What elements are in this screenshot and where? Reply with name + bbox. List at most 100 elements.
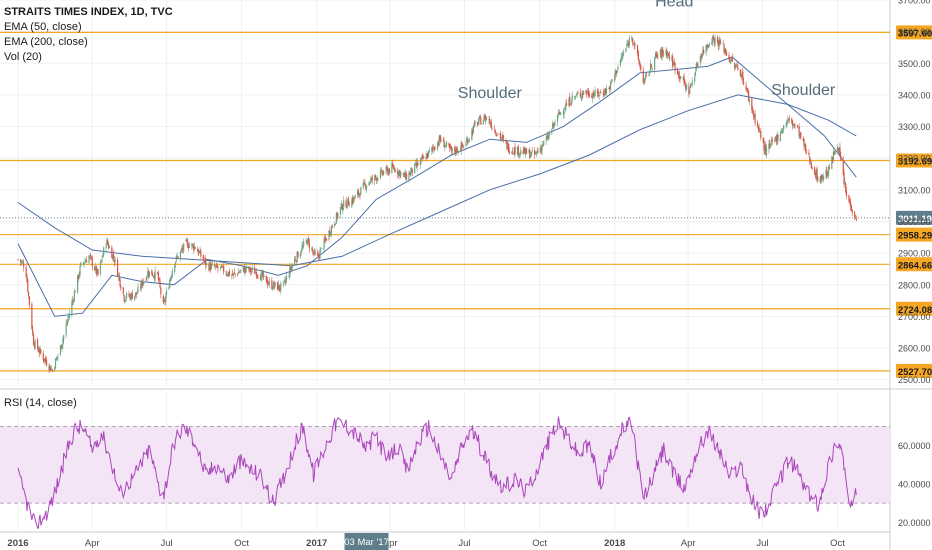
candle-body (842, 159, 844, 175)
candle-body (221, 266, 223, 268)
candle-body (180, 249, 182, 251)
price-tick-label: 2800.00 (898, 280, 931, 290)
candle-body (311, 248, 313, 251)
candle-body (272, 282, 275, 289)
candle-body (186, 240, 188, 242)
candle-body (621, 56, 623, 58)
candle-body (855, 218, 857, 221)
candle-body (712, 36, 715, 39)
candle-body (854, 212, 856, 218)
candle-body (434, 148, 436, 150)
candle-body (238, 272, 240, 273)
candle-body (377, 178, 379, 180)
candle-body (764, 145, 766, 152)
candle-body (497, 133, 499, 135)
candle-body (769, 143, 772, 147)
candle-body (811, 167, 813, 169)
candle-body (428, 150, 430, 152)
candle-body (814, 167, 816, 175)
candle-body (32, 334, 35, 345)
candle-body (112, 254, 115, 259)
candle-body (552, 123, 555, 127)
candle-body (787, 118, 790, 121)
candle-body (54, 367, 56, 371)
candle-body (525, 148, 528, 154)
candle-body (800, 132, 802, 138)
candle-body (154, 270, 156, 279)
candle-body (108, 247, 111, 249)
candle-body (205, 262, 208, 264)
candle-body (534, 152, 537, 154)
ema50-path (17, 56, 857, 317)
time-tick-label: Oct (830, 538, 845, 549)
candle-body (821, 174, 823, 179)
candle-body (306, 241, 308, 245)
candle-body (318, 255, 320, 258)
candle-body (643, 80, 645, 82)
candle-body (556, 114, 559, 123)
candle-body (557, 112, 559, 115)
candle-body (689, 89, 691, 94)
candle-body (364, 182, 366, 185)
candle-body (622, 54, 624, 58)
candle-body (210, 263, 212, 270)
candle-body (117, 274, 119, 277)
candle-body (843, 172, 845, 185)
candle-body (211, 263, 213, 265)
candle-body (506, 140, 508, 149)
candle-body (217, 267, 219, 269)
candle-body (851, 209, 853, 214)
candle-body (233, 272, 235, 274)
candle-body (405, 172, 407, 179)
candle-body (699, 56, 701, 63)
candle-body (284, 281, 286, 283)
candle-body (119, 278, 121, 286)
candle-body (654, 57, 656, 70)
candle-body (454, 147, 456, 152)
candle-body (244, 266, 246, 273)
candle-body (593, 95, 595, 97)
candlestick-series (17, 33, 857, 373)
candle-body (209, 263, 211, 271)
candle-body (342, 207, 344, 211)
candle-body (36, 339, 39, 349)
candle-body (192, 245, 195, 250)
candle-body (49, 365, 51, 369)
candle-body (564, 109, 566, 110)
candle-body (565, 104, 567, 111)
candle-body (130, 293, 133, 299)
candle-body (623, 52, 625, 55)
candle-body (153, 275, 155, 279)
candle-body (260, 272, 262, 282)
candle-body (245, 266, 248, 269)
candle-body (234, 273, 236, 275)
candle-body (37, 349, 40, 352)
candle-body (574, 96, 576, 98)
candle-body (836, 146, 839, 152)
candle-body (162, 295, 164, 303)
candle-body (610, 81, 613, 82)
candle-body (28, 296, 31, 306)
candle-body (192, 244, 194, 246)
candle-body (59, 346, 62, 355)
level-tag (896, 25, 932, 40)
candle-body (88, 255, 90, 264)
candle-body (765, 144, 767, 155)
candle-body (288, 275, 290, 277)
candle-body (676, 69, 679, 75)
candle-body (164, 299, 166, 302)
candle-body (147, 270, 149, 277)
legend-ema50: EMA (50, close) (4, 21, 82, 33)
candle-body (752, 111, 755, 116)
candle-body (554, 123, 556, 125)
candle-body (674, 63, 676, 71)
candle-body (111, 247, 113, 259)
candle-body (282, 281, 284, 284)
candle-body (697, 63, 699, 69)
candle-body (591, 95, 593, 98)
candle-body (537, 150, 539, 152)
candle-body (827, 174, 829, 177)
candle-body (706, 44, 708, 47)
rsi-tick-label: 60.0000 (898, 441, 931, 451)
